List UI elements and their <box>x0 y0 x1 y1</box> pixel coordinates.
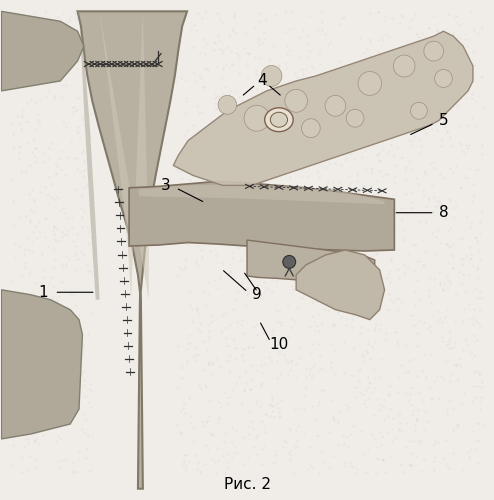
Ellipse shape <box>265 108 293 132</box>
Polygon shape <box>129 182 394 251</box>
Circle shape <box>244 106 270 131</box>
Polygon shape <box>173 31 473 186</box>
Polygon shape <box>1 12 84 91</box>
Text: 9: 9 <box>252 287 262 302</box>
Circle shape <box>261 66 282 86</box>
Circle shape <box>411 102 427 119</box>
Circle shape <box>283 256 295 268</box>
Polygon shape <box>100 12 149 300</box>
Text: 10: 10 <box>269 337 288 352</box>
Text: 8: 8 <box>439 205 448 220</box>
Circle shape <box>346 110 364 127</box>
Circle shape <box>358 72 381 96</box>
Polygon shape <box>78 12 187 488</box>
Polygon shape <box>139 184 384 204</box>
Circle shape <box>218 96 237 114</box>
Text: 5: 5 <box>439 113 448 128</box>
Ellipse shape <box>270 112 288 127</box>
Circle shape <box>424 41 444 61</box>
Text: Рис. 2: Рис. 2 <box>223 477 271 492</box>
Circle shape <box>435 70 453 87</box>
Polygon shape <box>247 240 375 286</box>
Circle shape <box>393 55 415 77</box>
Circle shape <box>301 118 320 138</box>
Text: 4: 4 <box>257 74 267 88</box>
Text: 3: 3 <box>161 178 171 193</box>
Polygon shape <box>78 12 100 300</box>
Text: 1: 1 <box>39 285 48 300</box>
Circle shape <box>325 96 346 116</box>
Circle shape <box>285 90 307 112</box>
Polygon shape <box>296 250 384 320</box>
Polygon shape <box>1 290 82 439</box>
